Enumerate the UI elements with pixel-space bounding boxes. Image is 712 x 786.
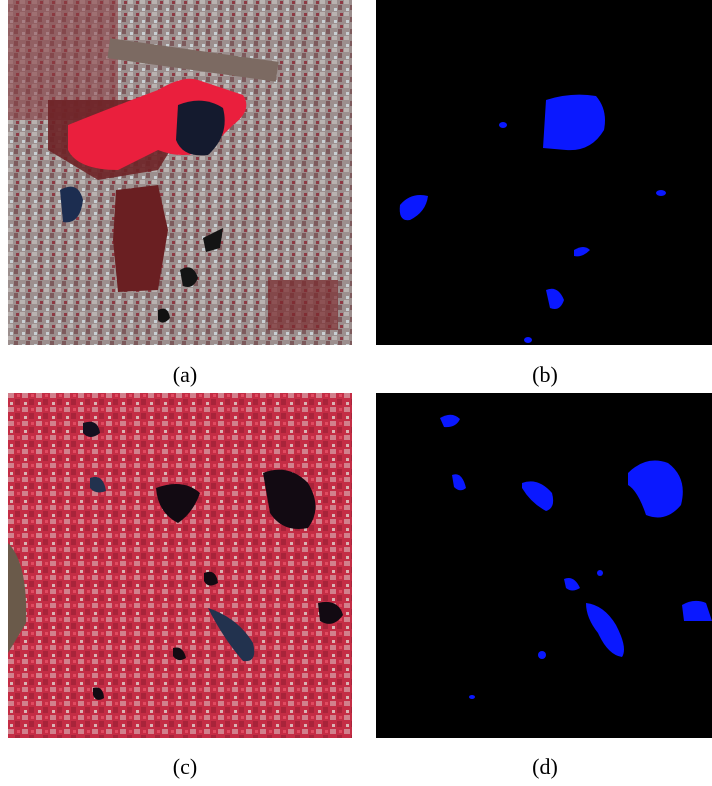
caption: (b) bbox=[532, 362, 558, 387]
water-mask bbox=[597, 570, 603, 576]
water-mask bbox=[469, 695, 475, 699]
field-patch bbox=[268, 280, 338, 330]
caption: (d) bbox=[532, 754, 558, 779]
water-mask bbox=[538, 651, 546, 659]
figure: (a) (b) (c) (d) bbox=[0, 0, 712, 786]
water-mask bbox=[524, 337, 532, 343]
water-mask bbox=[499, 122, 507, 128]
image-background bbox=[376, 0, 712, 345]
page: (a) (b) (c) (d) (() => { const data = JS… bbox=[0, 0, 712, 786]
panel-d-image bbox=[376, 393, 712, 738]
water-mask bbox=[656, 190, 666, 196]
caption: (a) bbox=[173, 362, 197, 387]
field-patch bbox=[113, 185, 168, 292]
panel-c-image bbox=[8, 393, 352, 738]
panel-a-image bbox=[8, 0, 352, 345]
caption: (c) bbox=[173, 754, 197, 779]
panel-b-image bbox=[376, 0, 712, 345]
image-background bbox=[8, 393, 352, 738]
image-background bbox=[376, 393, 712, 738]
